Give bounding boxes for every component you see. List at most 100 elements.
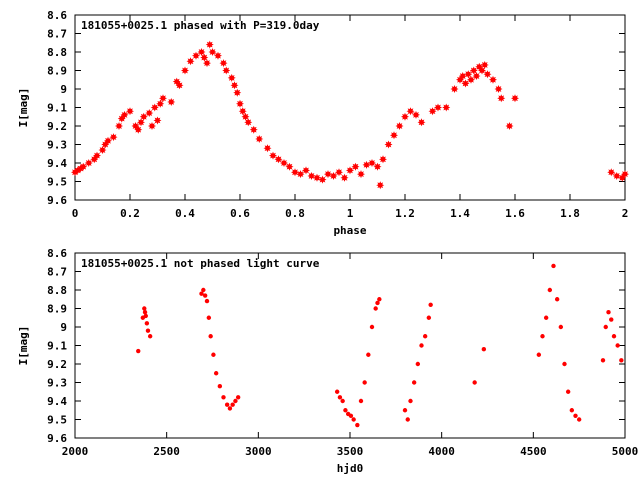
unphased-y-tick-label: 8.6 [47,247,67,260]
phased-data-point [238,107,247,116]
unphased-y-tick-label: 9.2 [47,358,67,371]
phased-data-point [406,107,415,116]
unphased-data-point [603,324,608,330]
unphased-data-point [224,402,230,407]
unphased-data-point [201,287,206,293]
unphased-data-point [415,361,421,367]
phased-x-tick-label: 0.8 [285,207,305,220]
unphased-data-point [540,334,545,339]
unphased-data-point [147,334,153,339]
unphased-data-point [569,408,575,413]
phased-x-tick-label: 0.6 [230,207,250,220]
phased-data-point [291,168,299,177]
phased-data-point [230,81,239,90]
phased-data-point [467,75,475,84]
phased-x-tick-label: 1.8 [560,207,580,220]
phased-data-point [483,70,492,79]
unphased-y-tick-label: 9.1 [47,340,67,353]
phased-data-point [428,107,437,116]
phased-data-point [376,181,385,190]
phased-data-point [335,168,343,177]
phased-x-tick-label: 1.4 [450,207,470,220]
phased-data-point [249,125,258,134]
phased-data-point [200,53,209,62]
unphased-data-point [565,389,571,394]
unphased-data-point [355,422,360,428]
unphased-data-point [235,395,241,400]
unphased-x-tick-label: 4000 [428,445,455,458]
unphased-chart-title: 181055+0025.1 not phased light curve [81,257,320,270]
phased-data-point [241,112,250,121]
unphased-data-point [405,417,410,422]
unphased-y-tick-label: 8.9 [47,303,67,316]
unphased-data-point [402,408,408,413]
phased-data-point [478,66,486,75]
phased-data-point [219,59,228,68]
phased-y-tick-label: 9.6 [47,194,67,207]
phased-data-point [134,125,143,134]
phased-data-point [115,122,123,130]
phased-data-point [285,162,294,171]
phased-data-point [390,131,398,140]
phased-data-point [269,151,277,160]
phased-data-point [469,66,478,75]
unphased-data-point [576,417,582,422]
phased-data-point [373,162,382,171]
unphased-x-axis-label: hjd0 [337,462,364,475]
phased-y-tick-label: 9.4 [47,157,67,170]
phased-x-axis-label: phase [333,224,366,237]
phased-data-point [139,112,148,121]
phased-data-point [263,144,272,153]
phased-data-point [203,59,211,68]
phased-data-point [442,103,451,112]
phased-data-point [208,48,217,56]
unphased-data-point [369,324,375,330]
unphased-data-point [472,380,477,385]
unphased-data-point [340,398,345,404]
unphased-data-point [573,413,578,418]
phased-x-tick-label: 1.2 [395,207,415,220]
phased-data-point [318,175,327,184]
unphased-data-point [217,384,223,389]
phased-data-point [472,72,481,81]
phased-x-tick-label: 2 [622,207,629,220]
phased-data-point [434,103,442,112]
phased-data-point [236,99,244,108]
unphased-data-point [558,324,564,330]
phased-y-tick-label: 9.1 [47,102,67,115]
phased-data-point [145,109,154,118]
phased-data-point [227,73,236,82]
phased-data-point [511,94,519,103]
phased-data-point [175,81,184,90]
phased-y-tick-label: 8.7 [47,28,67,41]
unphased-y-tick-label: 8.7 [47,266,67,279]
unphased-data-point [351,417,356,422]
phased-data-point [280,159,288,167]
phased-chart-title: 181055+0025.1 phased with P=319.0day [81,19,320,32]
phased-y-tick-label: 9.5 [47,176,67,189]
unphased-data-point [606,310,611,315]
phased-data-point [150,103,159,112]
phased-data-point [489,75,497,84]
unphased-data-point [615,343,620,348]
phased-data-point [153,116,162,125]
phased-data-point [450,85,459,93]
phased-data-point [612,171,621,180]
phased-data-point [84,159,93,167]
unphased-data-point [373,306,378,311]
unphased-data-point [199,291,204,296]
unphased-plot-frame [74,252,626,439]
unphased-data-point [609,317,614,322]
unphased-data-point [362,380,367,385]
phased-y-axis-label: I[mag] [17,88,30,128]
phased-data-point [607,168,616,177]
unphased-data-point [145,328,151,333]
unphased-data-point [343,408,348,413]
phased-data-point [137,118,145,127]
unphased-data-point [211,352,216,357]
phased-data-point [412,110,420,119]
unphased-data-point [377,297,382,302]
phased-data-point [109,133,118,142]
unphased-data-point [144,321,150,326]
